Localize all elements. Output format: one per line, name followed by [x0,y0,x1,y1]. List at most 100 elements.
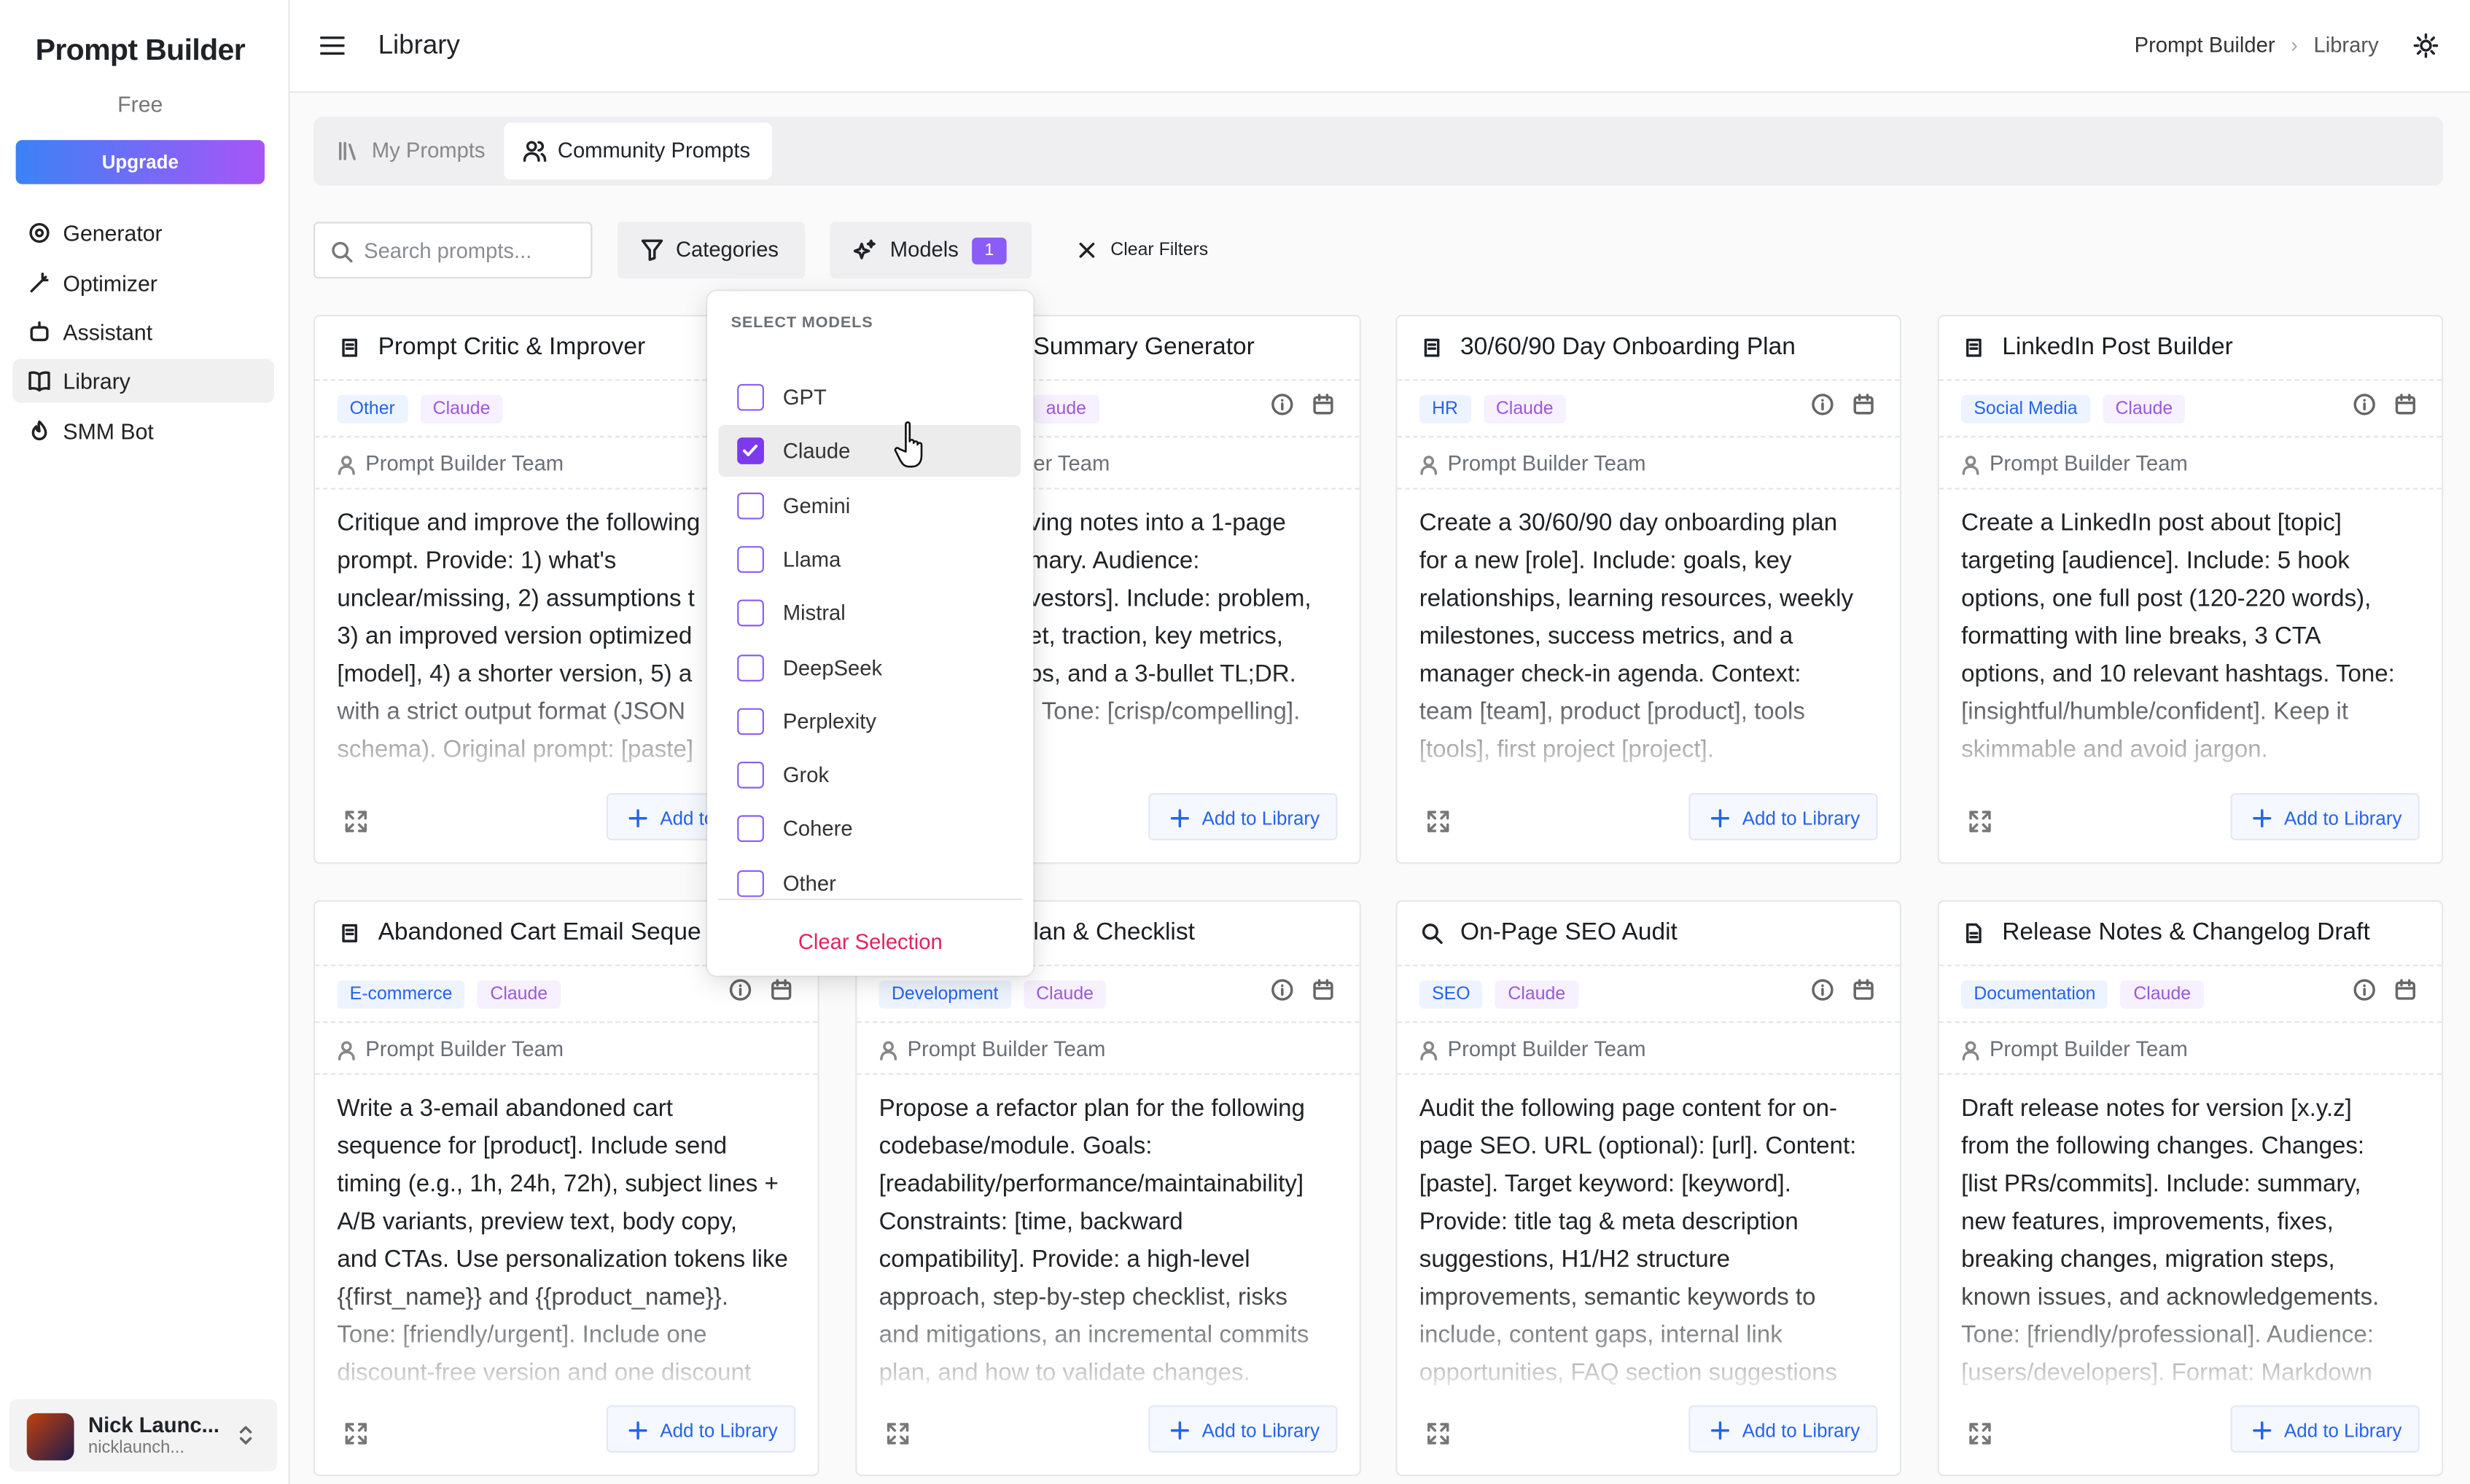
icon [1424,338,1440,357]
card-header: lan & Checklist [857,902,1360,966]
search-input[interactable]: Search prompts... [313,222,593,279]
nav-item[interactable]: Optimizer [12,261,274,305]
tag-row: aude [1033,394,1099,423]
menu-icon[interactable] [320,35,346,57]
nav-item[interactable]: Library [12,359,274,403]
nav-item[interactable]: SMM Bot [12,409,274,453]
brand: Prompt Builder [35,34,246,68]
model-option[interactable]: Perplexity [718,695,1021,747]
clear-selection[interactable]: Clear Selection [798,930,943,954]
theme-icon[interactable] [2413,33,2439,58]
tab[interactable]: My Prompts [332,125,501,178]
prompt-card[interactable]: On-Page SEO Audit SEO Claude Prompt Builder… [1395,900,1901,1477]
tab-active[interactable]: Community Prompts [504,122,772,180]
tab-label: My Prompts [371,138,486,163]
model-option[interactable]: Llama [718,534,1021,585]
prompt-card[interactable]: Release Notes & Changelog Draft Documenta… [1937,900,2444,1477]
icon [1812,979,1834,1001]
add-to-library[interactable]: Add to Library [1688,1405,1878,1453]
icon [729,979,752,1001]
icon [628,809,647,828]
icon [1313,394,1333,415]
add-to-library[interactable]: Add to Library [1688,793,1878,840]
prompt-card[interactable]: Abandoned Cart Email Seque E-commerce Clau… [313,900,819,1477]
button-label: Add to Library [2284,807,2402,829]
icon [1812,394,1834,415]
checkbox[interactable] [737,816,764,843]
card-header: Release Notes & Changelog Draft [1939,902,2442,966]
model-option[interactable]: Grok [718,749,1021,801]
add-to-library[interactable]: Add to Library [606,1405,796,1453]
author-name: Prompt Builder Team [365,1036,564,1061]
prompt-card[interactable]: LinkedIn Post Builder Social Media Claude P… [1937,314,2444,864]
checkbox[interactable] [737,654,764,681]
add-to-library[interactable]: Add to Library [1148,793,1338,840]
button-label: Models [889,238,959,262]
tag-row: SEO Claude [1419,980,1578,1009]
checkbox[interactable] [737,437,764,465]
model-option[interactable]: Claude [718,425,1021,477]
card-title: 30/60/90 Day Onboarding Plan [1460,333,1796,361]
model-option[interactable]: Cohere [718,803,1021,855]
card-header: LinkedIn Post Builder [1939,316,2442,381]
icon [28,371,50,392]
model-option[interactable]: GPT [718,372,1021,423]
upgrade-button[interactable]: Upgrade [15,140,265,184]
author: er Team [857,436,1360,490]
icon [1422,923,1443,945]
nav-label: Assistant [63,319,153,345]
breadcrumb: Prompt Builder › Library [2135,33,2379,56]
checkbox[interactable] [737,383,764,411]
icon [742,445,758,457]
checkbox[interactable] [737,545,764,573]
option-label: Cohere [782,817,853,841]
button-label: Clear Filters [1110,241,1209,260]
checkbox[interactable] [737,870,764,897]
icon [2253,809,2272,828]
author-name: er Team [1033,451,1110,476]
nav-item[interactable]: Generator [12,211,274,254]
clear-filters[interactable]: Clear Filters [1076,222,1208,278]
icon [887,1423,909,1445]
nav-item[interactable]: Assistant [12,310,274,354]
card-title: lan & Checklist [1033,918,1195,946]
model-option[interactable]: Mistral [718,587,1021,639]
card-header: Prompt Critic & Improver [315,316,818,381]
author: Prompt Builder Team [315,436,818,490]
icon [1170,809,1189,828]
search-placeholder: Search prompts... [364,239,532,263]
tag: Claude [420,394,503,423]
crumb[interactable]: Prompt Builder [2134,33,2275,57]
card-body: Critique and improve the following promp… [337,509,701,764]
models-dropdown: SELECT MODELS GPT Claude Gemini Llama Mistra… [707,291,1034,976]
icon [2253,1421,2272,1440]
categories-button[interactable]: Categories [617,222,806,279]
checkbox[interactable] [737,491,764,519]
add-to-library[interactable]: Add to Library [1148,1405,1338,1453]
checkbox[interactable] [737,708,764,735]
model-option[interactable]: Other [718,857,1021,909]
icon [1271,394,1293,415]
card-body: Create a LinkedIn post about [topic] tar… [1961,509,2395,764]
icon [1271,979,1293,1001]
tag: Development [878,980,1011,1009]
checkbox[interactable] [737,600,764,627]
checkbox[interactable] [737,762,764,789]
user-card[interactable]: Nick Launc... nicklaunch... [9,1399,278,1472]
model-option[interactable]: Gemini [718,480,1021,531]
model-option[interactable]: DeepSeek [718,641,1021,693]
card-header: Abandoned Cart Email Seque [315,902,818,966]
tag: Social Media [1961,394,2090,423]
add-to-library[interactable]: Add to Library [2230,793,2420,840]
icon [239,1426,252,1445]
card-header: 30/60/90 Day Onboarding Plan [1397,316,1900,381]
models-button[interactable]: Models 1 [830,222,1032,279]
add-to-library[interactable]: Add to Library [2230,1405,2420,1453]
icon [1710,809,1730,828]
card-header: On-Page SEO Audit [1397,902,1900,966]
prompt-card[interactable]: 30/60/90 Day Onboarding Plan HR Claude Prom… [1395,314,1901,864]
icon [641,239,663,261]
prompt-card[interactable]: lan & Checklist Development Claude Prompt B… [855,900,1361,1477]
icon [1962,1041,1979,1061]
